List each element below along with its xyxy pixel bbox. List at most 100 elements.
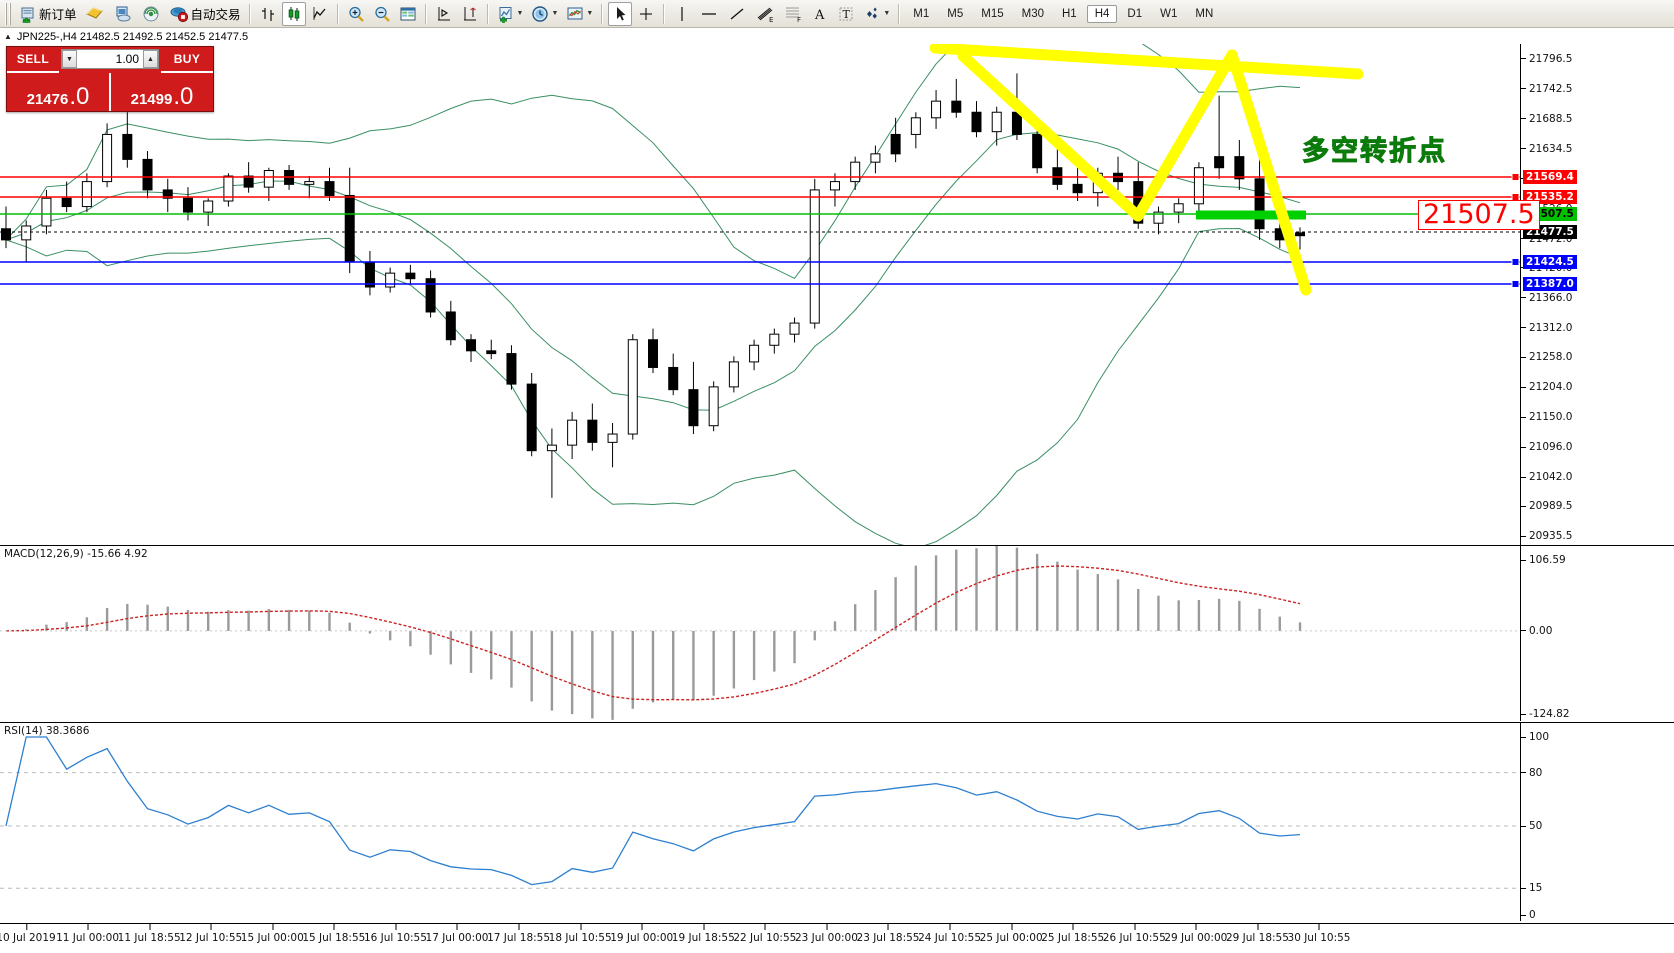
price-level-label-resistance-upper[interactable]: 21569.4 xyxy=(1523,170,1577,184)
chart-shift-icon xyxy=(463,6,476,20)
auto-scroll-button[interactable] xyxy=(432,2,456,26)
sell-price-integer: 21476 xyxy=(26,91,69,108)
annotation-price-label[interactable]: 21507.5 xyxy=(1418,200,1540,231)
volume-input[interactable]: 1.00 xyxy=(115,52,139,66)
timeframe-h1[interactable]: H1 xyxy=(1062,7,1077,20)
rsi-tick: 100 xyxy=(1521,731,1549,743)
bar-chart-button[interactable] xyxy=(256,2,280,26)
price-pane[interactable]: 21796.521742.521688.521634.521580.521526… xyxy=(0,44,1674,545)
price-tick: 21634.5 xyxy=(1521,143,1572,155)
horizontal-line-tool[interactable] xyxy=(696,2,722,26)
macd-axis[interactable]: 106.59 0.00 -124.82 xyxy=(1520,546,1674,721)
toolbar-separator-4 xyxy=(486,3,489,24)
buy-button[interactable]: BUY xyxy=(161,47,213,73)
line-chart-button[interactable] xyxy=(308,2,332,26)
indicators-button[interactable]: ▼ xyxy=(494,2,527,26)
buy-price-integer: 21499 xyxy=(130,91,173,108)
autotrading-icon xyxy=(170,6,188,22)
zoom-out-button[interactable] xyxy=(370,2,394,26)
price-tick: 21096.0 xyxy=(1521,441,1572,453)
macd-pane[interactable]: MACD(12,26,9) -15.66 4.92 106.59 0.00 -124… xyxy=(0,545,1674,721)
time-tick: 19 Jul 18:55 xyxy=(672,924,735,944)
svg-text:A: A xyxy=(814,8,825,23)
timeframe-m1[interactable]: M1 xyxy=(913,7,930,20)
volume-increase-button[interactable]: ▲ xyxy=(143,50,158,68)
time-tick: 22 Jul 10:55 xyxy=(733,924,796,944)
time-tick: 12 Jul 10:55 xyxy=(179,924,242,944)
data-window-button[interactable] xyxy=(396,2,420,26)
macd-svg xyxy=(0,546,1520,720)
toolbar-separator-2 xyxy=(336,3,339,24)
price-tick: 21204.0 xyxy=(1521,381,1572,393)
macd-tick: 0.00 xyxy=(1521,625,1552,637)
time-tick: 23 Jul 18:55 xyxy=(857,924,919,944)
chart-shift-button[interactable] xyxy=(458,2,482,26)
timeframe-m5[interactable]: M5 xyxy=(947,7,964,20)
buy-price[interactable]: 21499 .0 xyxy=(109,73,213,111)
price-plot-area[interactable] xyxy=(0,44,1520,545)
candlestick-icon xyxy=(288,6,299,21)
volume-decrease-button[interactable]: ▼ xyxy=(62,50,77,68)
shapes-caret-icon[interactable]: ▼ xyxy=(883,10,891,17)
timeframe-mn[interactable]: MN xyxy=(1195,7,1214,20)
price-tick: 21042.0 xyxy=(1521,471,1572,483)
zoom-in-icon xyxy=(348,6,364,22)
sell-price-decimal: .0 xyxy=(69,82,90,110)
periods-caret-icon[interactable]: ▼ xyxy=(551,10,559,17)
timeframe-h4[interactable]: H4 xyxy=(1086,4,1118,23)
price-level-label-support-lower[interactable]: 21387.0 xyxy=(1523,277,1577,291)
terminal-button[interactable] xyxy=(110,2,136,26)
vertical-line-tool[interactable] xyxy=(670,2,694,26)
cursor-tool[interactable] xyxy=(608,1,633,26)
shapes-icon xyxy=(867,7,878,19)
horizontal-line-icon xyxy=(702,12,717,15)
svg-text:T: T xyxy=(843,8,851,21)
zoom-in-button[interactable] xyxy=(344,2,368,26)
text-icon: A xyxy=(814,8,825,23)
candlestick-chart-button[interactable] xyxy=(281,1,306,26)
annotation-text-turning-point[interactable]: 多空转折点 xyxy=(1302,136,1447,168)
shapes-tool[interactable]: ▼ xyxy=(860,2,893,26)
price-tick: 21150.0 xyxy=(1521,411,1572,423)
toolbar-grip[interactable] xyxy=(5,2,12,25)
sell-button[interactable]: SELL xyxy=(7,47,59,73)
volume-stepper[interactable]: ▼ 1.00 ▲ xyxy=(61,49,159,69)
price-level-label-support-upper[interactable]: 21424.5 xyxy=(1523,255,1577,269)
rsi-plot-area[interactable] xyxy=(0,723,1520,921)
new-order-label: 新订单 xyxy=(39,7,77,22)
text-tool[interactable]: A xyxy=(808,2,832,26)
indicators-icon xyxy=(499,6,512,23)
periods-button[interactable]: ▼ xyxy=(528,2,561,26)
crosshair-tool[interactable] xyxy=(634,2,658,26)
indicators-caret-icon[interactable]: ▼ xyxy=(516,10,524,17)
symbol-ohlc-text: JPN225-,H4 21482.5 21492.5 21452.5 21477… xyxy=(16,30,249,43)
timeframe-d1[interactable]: D1 xyxy=(1127,7,1143,20)
signals-button[interactable] xyxy=(138,2,164,26)
symbol-info-bar: ▲ JPN225-,H4 21482.5 21492.5 21452.5 214… xyxy=(0,29,1674,44)
metaeditor-button[interactable] xyxy=(82,2,108,26)
price-axis[interactable]: 21796.521742.521688.521634.521580.521526… xyxy=(1520,44,1674,545)
templates-caret-icon[interactable]: ▼ xyxy=(586,10,594,17)
zoom-out-icon xyxy=(374,6,390,22)
time-axis[interactable]: 10 Jul 2019 11 Jul 00:00 11 Jul 18:55 12 Ju… xyxy=(0,923,1674,953)
fibonacci-tool[interactable]: F xyxy=(780,2,806,26)
data-window-icon xyxy=(400,7,416,20)
timeframe-m15[interactable]: M15 xyxy=(981,7,1004,20)
new-order-button[interactable]: 新订单 xyxy=(16,2,80,26)
timeframe-w1[interactable]: W1 xyxy=(1160,7,1178,20)
rsi-pane[interactable]: RSI(14) 38.3686 100 80 50 15 0 xyxy=(0,722,1674,921)
vertical-line-icon xyxy=(681,6,683,21)
templates-button[interactable]: ▼ xyxy=(563,2,596,26)
sell-price[interactable]: 21476 .0 xyxy=(7,73,109,111)
macd-plot-area[interactable] xyxy=(0,546,1520,721)
trendline-tool[interactable] xyxy=(724,2,750,26)
collapse-triangle-icon[interactable]: ▲ xyxy=(4,32,12,41)
text-label-tool[interactable]: T xyxy=(834,2,858,26)
equidistant-channel-tool[interactable]: E xyxy=(752,2,778,26)
toolbar-separator-6 xyxy=(663,3,666,24)
timeframe-m30[interactable]: M30 xyxy=(1021,7,1044,20)
autotrading-button[interactable]: 自动交易 xyxy=(166,2,244,26)
timeframe-group: M1 M5 M15 M30 H1 H4 D1 W1 MN xyxy=(904,4,1222,23)
rsi-axis[interactable]: 100 80 50 15 0 xyxy=(1520,723,1674,921)
terminal-icon xyxy=(116,6,131,21)
